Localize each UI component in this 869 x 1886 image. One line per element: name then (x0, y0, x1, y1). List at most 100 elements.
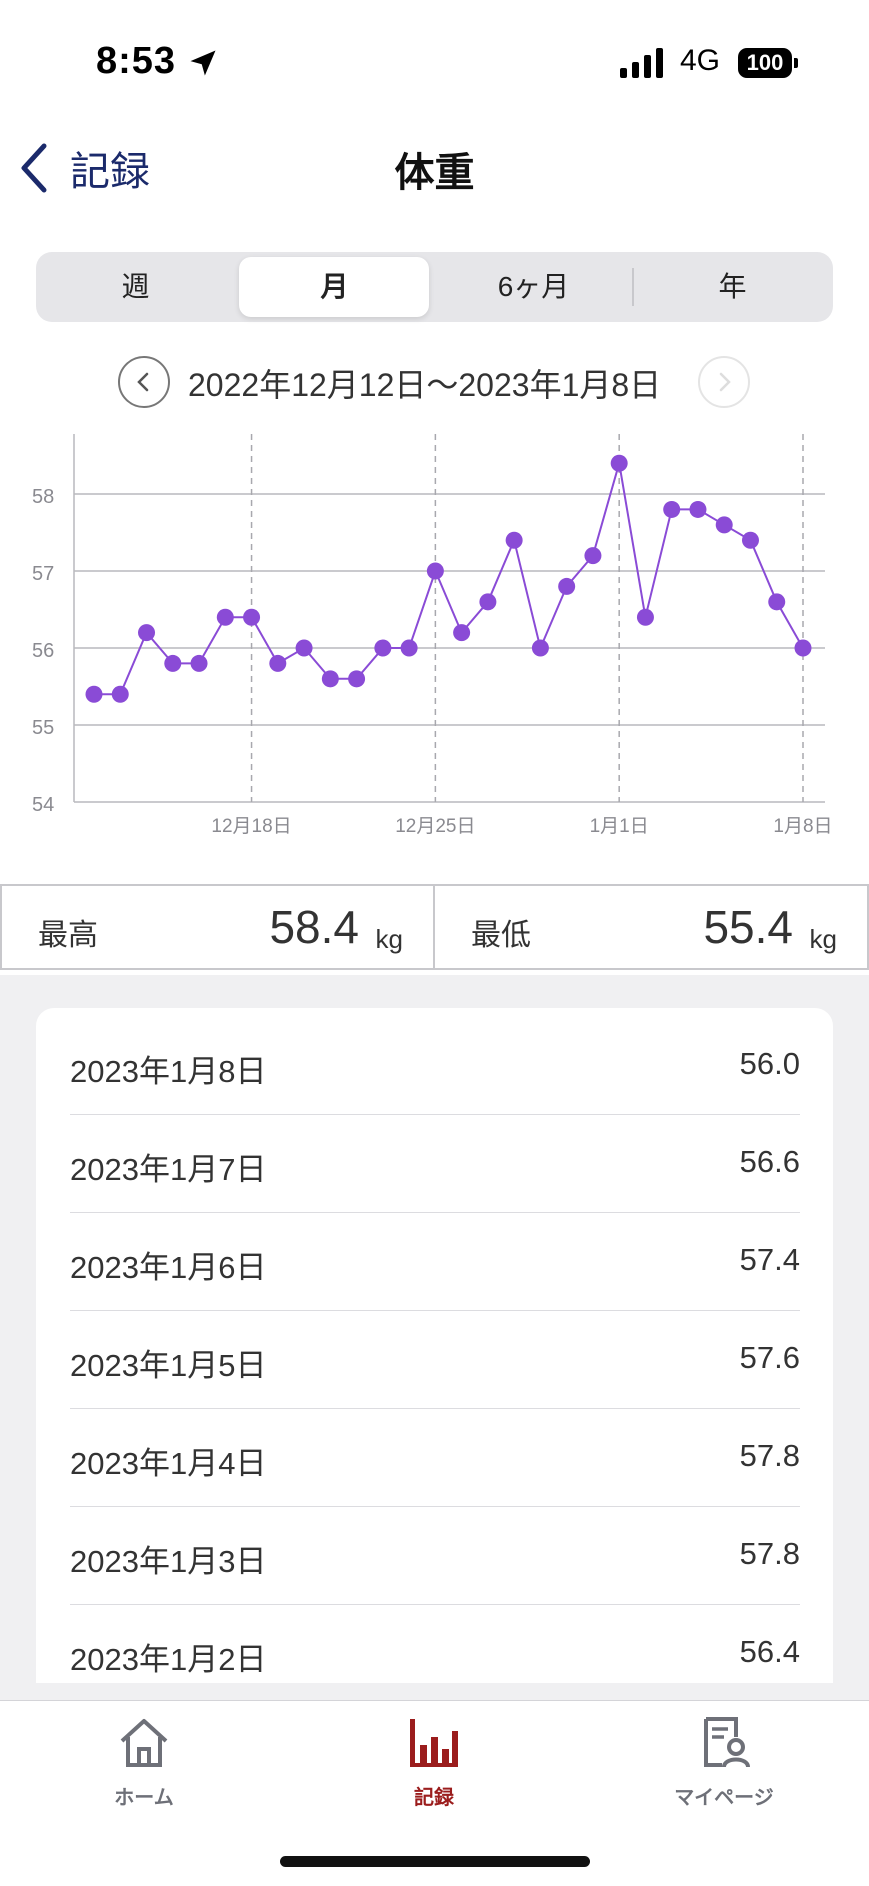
data-point (505, 531, 523, 549)
record-date: 2023年1月8日 (70, 1054, 267, 1089)
data-point (610, 454, 628, 472)
record-date: 2023年1月4日 (70, 1446, 267, 1481)
series-line (94, 462, 804, 696)
signal-icon (620, 48, 663, 78)
battery-level: 100 (738, 48, 792, 78)
data-point (243, 608, 261, 626)
data-point (479, 593, 497, 611)
tab-home[interactable]: ホーム (64, 1715, 224, 1815)
y-tick-label: 55 (32, 717, 54, 739)
status-time: 8:53 (96, 40, 177, 82)
previous-period-button[interactable] (118, 356, 170, 408)
x-tick-label: 12月25日 (395, 816, 475, 837)
list-item[interactable]: 2023年1月5日 57.6 (70, 1310, 800, 1409)
max-stat: 最高 58.4 kg (0, 884, 435, 970)
x-tick-label: 1月8日 (773, 816, 832, 837)
tab-records[interactable]: 記録 (354, 1715, 514, 1815)
list-item[interactable]: 2023年1月3日 57.8 (70, 1506, 800, 1605)
back-button[interactable]: 記録 (18, 138, 150, 198)
data-point (164, 654, 182, 672)
segment-year[interactable]: 年 (718, 271, 747, 302)
bar-chart-icon (410, 1719, 458, 1767)
home-icon (120, 1719, 168, 1767)
back-label: 記録 (70, 150, 150, 194)
record-date: 2023年1月2日 (70, 1642, 267, 1677)
segment-divider (632, 268, 634, 306)
data-point (321, 670, 339, 688)
data-point (400, 639, 418, 657)
data-point (558, 577, 576, 595)
next-period-button[interactable] (698, 356, 750, 408)
tab-home-label: ホーム (114, 1787, 174, 1809)
record-value: 57.4 (739, 1242, 800, 1277)
y-tick-label: 57 (32, 563, 54, 585)
data-point (374, 639, 392, 657)
data-point (216, 608, 234, 626)
segment-week[interactable]: 週 (121, 271, 150, 302)
max-unit: kg (375, 924, 403, 954)
tab-mypage[interactable]: マイページ (644, 1715, 804, 1815)
page-title: 体重 (394, 151, 475, 195)
data-point (715, 516, 733, 534)
record-date: 2023年1月6日 (70, 1250, 267, 1285)
min-value: 55.4 (703, 901, 793, 953)
data-point (531, 639, 549, 657)
location-arrow-icon (190, 50, 216, 76)
top-panel (0, 0, 869, 975)
data-point (689, 500, 707, 518)
record-value: 56.0 (739, 1046, 800, 1081)
record-value: 57.8 (739, 1536, 800, 1571)
data-point (741, 531, 759, 549)
list-item[interactable]: 2023年1月6日 57.4 (70, 1212, 800, 1311)
data-point (295, 639, 313, 657)
network-type: 4G (680, 44, 721, 77)
tab-records-label: 記録 (414, 1787, 454, 1809)
segment-selection-indicator (239, 257, 429, 317)
record-value: 56.4 (739, 1634, 800, 1669)
data-point (138, 624, 156, 642)
data-point (111, 685, 129, 703)
tab-bar: ホーム 記録 マイページ (0, 1700, 869, 1886)
data-point (584, 547, 602, 565)
data-point (85, 685, 103, 703)
record-date: 2023年1月5日 (70, 1348, 267, 1383)
records-list: 2023年1月8日 56.0 2023年1月7日 56.6 2023年1月6日 … (36, 1008, 833, 1683)
date-range-label: 2022年12月12日〜2023年1月8日 (188, 367, 662, 403)
list-item[interactable]: 2023年1月7日 56.6 (70, 1114, 800, 1213)
home-indicator (280, 1856, 590, 1867)
data-point (190, 654, 208, 672)
segment-6-months[interactable]: 6ヶ月 (497, 271, 570, 302)
data-point (269, 654, 287, 672)
x-tick-label: 12月18日 (211, 816, 291, 837)
max-label: 最高 (38, 919, 98, 952)
data-point (348, 670, 366, 688)
data-point (453, 624, 471, 642)
min-unit: kg (809, 924, 837, 954)
chevron-left-icon (137, 372, 149, 392)
chevron-right-icon (719, 372, 731, 392)
period-segmented-control: 週 月 6ヶ月 年 (36, 252, 833, 322)
tab-mypage-label: マイページ (674, 1787, 774, 1809)
list-item[interactable]: 2023年1月4日 57.8 (70, 1408, 800, 1507)
stats-panel: 最高 58.4 kg 最低 55.4 kg (0, 884, 869, 972)
data-point (636, 608, 654, 626)
chevron-left-icon (21, 143, 47, 193)
data-point (794, 639, 812, 657)
record-date: 2023年1月3日 (70, 1544, 267, 1579)
record-value: 56.6 (739, 1144, 800, 1179)
record-value: 57.8 (739, 1438, 800, 1473)
y-tick-label: 56 (32, 640, 54, 662)
list-item[interactable]: 2023年1月8日 56.0 (70, 1016, 800, 1115)
battery-icon: 100 (738, 48, 800, 78)
record-date: 2023年1月7日 (70, 1152, 267, 1187)
profile-document-icon (704, 1717, 750, 1768)
y-tick-label: 54 (32, 794, 54, 816)
max-value: 58.4 (269, 901, 359, 953)
record-value: 57.6 (739, 1340, 800, 1375)
min-stat: 最低 55.4 kg (433, 884, 869, 970)
data-point (426, 562, 444, 580)
data-point (663, 500, 681, 518)
segment-month[interactable]: 月 (320, 271, 349, 302)
data-point (768, 593, 786, 611)
list-item[interactable]: 2023年1月2日 56.4 (70, 1604, 800, 1683)
